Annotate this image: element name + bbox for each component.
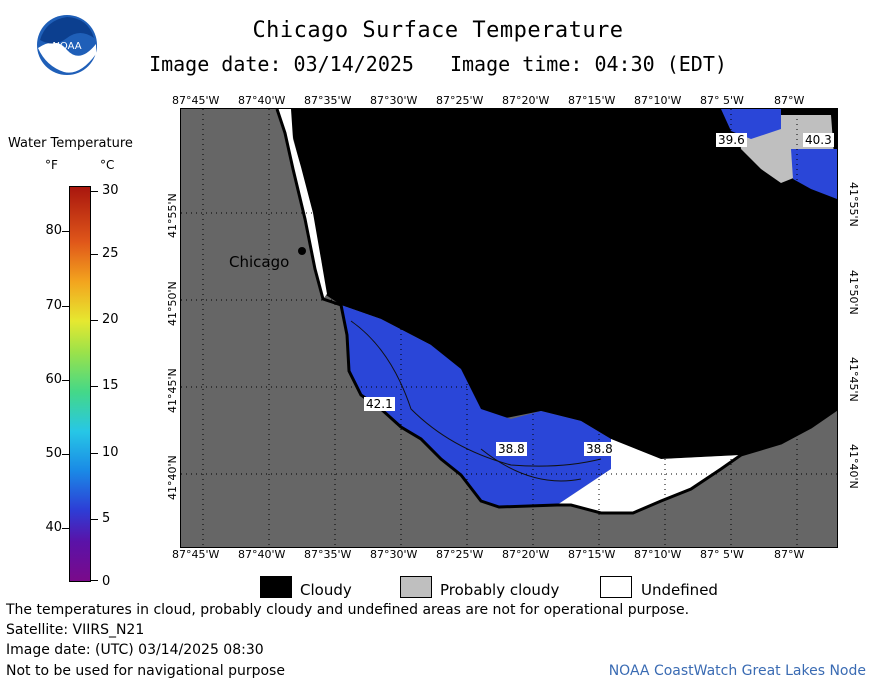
lon-label-top: 87°45'W	[172, 94, 220, 107]
f-tick-mark	[62, 380, 69, 381]
map-grid	[181, 109, 837, 547]
cold-water-top-right	[721, 109, 781, 139]
lon-label-bottom: 87°20'W	[502, 548, 550, 561]
f-tick-mark	[62, 306, 69, 307]
f-tick: 60	[45, 372, 62, 387]
image-date: Image date: 03/14/2025	[149, 52, 414, 76]
lat-label-left: 41°55'N	[166, 193, 179, 238]
isotherm-line	[480, 448, 582, 482]
navigation-warning: Not to be used for navigational purpose	[6, 663, 285, 679]
water-temperature-area	[341, 305, 611, 507]
c-tick: 15	[102, 378, 119, 393]
temp-label: 39.6	[716, 133, 747, 147]
lat-label-left: 41°50'N	[166, 281, 179, 326]
lon-label-top: 87°20'W	[502, 94, 550, 107]
c-tick: 25	[102, 246, 119, 261]
temp-label: 38.8	[496, 442, 527, 456]
c-tick-mark	[91, 519, 98, 520]
c-tick-mark	[91, 191, 98, 192]
lon-label-top: 87°15'W	[568, 94, 616, 107]
temperature-colorbar	[69, 186, 91, 582]
subtitle: Image date: 03/14/2025 Image time: 04:30 …	[0, 52, 876, 76]
chicago-marker	[298, 247, 306, 255]
lat-label-left: 41°40'N	[166, 455, 179, 500]
lon-label-top: 87°10'W	[634, 94, 682, 107]
f-tick-mark	[62, 231, 69, 232]
unit-f-label: °F	[45, 158, 58, 172]
temp-label: 42.1	[364, 397, 395, 411]
lat-label-right: 41°50'N	[847, 270, 860, 315]
c-tick: 10	[102, 445, 119, 460]
credit-label: NOAA CoastWatch Great Lakes Node	[608, 663, 866, 679]
undefined-label: Undefined	[641, 581, 718, 599]
undefined-area-south	[557, 439, 741, 513]
shoreline	[275, 109, 837, 515]
lon-label-bottom: 87°W	[774, 548, 805, 561]
temperature-map	[180, 108, 838, 548]
lat-label-right: 41°55'N	[847, 182, 860, 227]
probably-cloudy-label: Probably cloudy	[440, 581, 560, 599]
lon-label-top: 87° 5'W	[700, 94, 744, 107]
footer-note: The temperatures in cloud, probably clou…	[6, 602, 690, 618]
cold-water-top-right-2	[791, 149, 837, 199]
c-tick-mark	[91, 453, 98, 454]
lon-label-top: 87°40'W	[238, 94, 286, 107]
cloud-area	[277, 109, 837, 459]
c-tick-mark	[91, 254, 98, 255]
c-tick: 5	[102, 511, 111, 526]
lat-label-right: 41°40'N	[847, 444, 860, 489]
unit-c-label: °C	[100, 158, 115, 172]
f-tick-mark	[62, 528, 69, 529]
f-tick: 70	[45, 298, 62, 313]
page-title: Chicago Surface Temperature	[252, 18, 624, 43]
logo-text: NOAA	[52, 41, 81, 52]
lon-label-top: 87°25'W	[436, 94, 484, 107]
lon-label-bottom: 87°35'W	[304, 548, 352, 561]
f-tick: 80	[45, 223, 62, 238]
lon-label-bottom: 87°10'W	[634, 548, 682, 561]
lon-label-top: 87°W	[774, 94, 805, 107]
lon-label-bottom: 87° 5'W	[700, 548, 744, 561]
lon-label-bottom: 87°45'W	[172, 548, 220, 561]
undefined-swatch	[600, 576, 632, 598]
lon-label-bottom: 87°25'W	[436, 548, 484, 561]
f-tick: 40	[45, 520, 62, 535]
f-tick-mark	[62, 454, 69, 455]
lon-label-top: 87°35'W	[304, 94, 352, 107]
lat-label-left: 41°45'N	[166, 368, 179, 413]
legend-title: Water Temperature	[8, 136, 133, 151]
map-svg	[181, 109, 837, 547]
c-tick-mark	[91, 580, 98, 581]
noaa-logo-icon: NOAA	[37, 15, 97, 75]
f-tick: 50	[45, 446, 62, 461]
c-tick: 30	[102, 183, 119, 198]
lon-label-bottom: 87°40'W	[238, 548, 286, 561]
city-label: Chicago	[229, 253, 290, 271]
c-tick-mark	[91, 320, 98, 321]
utc-date-label: Image date: (UTC) 03/14/2025 08:30	[6, 642, 264, 658]
isotherm-line	[350, 320, 602, 467]
lon-label-bottom: 87°30'W	[370, 548, 418, 561]
cloudy-label: Cloudy	[300, 581, 352, 599]
c-tick: 20	[102, 312, 119, 327]
cloudy-swatch	[260, 576, 292, 598]
probably-cloudy-swatch	[400, 576, 432, 598]
lon-label-top: 87°30'W	[370, 94, 418, 107]
c-tick: 0	[102, 574, 111, 589]
c-tick-mark	[91, 386, 98, 387]
image-time: Image time: 04:30 (EDT)	[449, 52, 727, 76]
satellite-label: Satellite: VIIRS_N21	[6, 622, 145, 638]
temp-label: 38.8	[584, 442, 615, 456]
temp-label: 40.3	[803, 133, 834, 147]
lat-label-right: 41°45'N	[847, 357, 860, 402]
lon-label-bottom: 87°15'W	[568, 548, 616, 561]
